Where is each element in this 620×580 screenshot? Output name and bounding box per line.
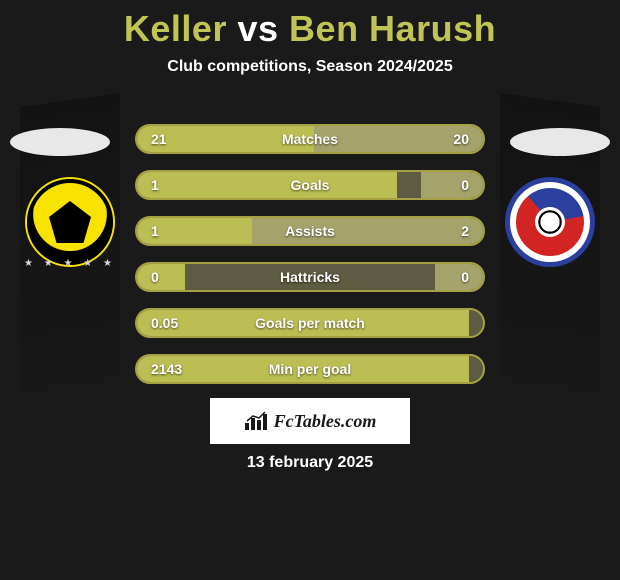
stat-row: 0.05 Goals per match	[135, 308, 485, 338]
stat-value-left: 1	[151, 177, 159, 193]
stat-label: Assists	[285, 223, 335, 239]
stat-value-left: 0.05	[151, 315, 178, 331]
title-player1: Keller	[124, 8, 227, 49]
stat-bar-right	[435, 264, 483, 290]
stat-row: 1 0 Goals	[135, 170, 485, 200]
hapoel-crest-icon	[505, 177, 595, 267]
title: Keller vs Ben Harush	[0, 0, 620, 50]
stat-bar-left	[137, 172, 397, 198]
stat-row: 1 2 Assists	[135, 216, 485, 246]
brand-text: FcTables.com	[274, 411, 377, 432]
club-badge-right	[500, 172, 600, 272]
maccabi-crest-icon	[27, 179, 113, 265]
stat-value-left: 2143	[151, 361, 182, 377]
stat-bar-right	[421, 172, 483, 198]
brand-box[interactable]: FcTables.com	[210, 398, 410, 444]
stat-label: Goals	[291, 177, 330, 193]
stat-value-right: 0	[461, 269, 469, 285]
title-vs: vs	[237, 8, 278, 49]
chart-icon	[244, 411, 268, 431]
stat-value-right: 20	[453, 131, 469, 147]
stat-label: Hattricks	[280, 269, 340, 285]
title-player2: Ben Harush	[289, 8, 496, 49]
date: 13 february 2025	[0, 454, 620, 472]
stat-value-right: 0	[461, 177, 469, 193]
stat-row: 2143 Min per goal	[135, 354, 485, 384]
stat-label: Goals per match	[255, 315, 365, 331]
stat-label: Matches	[282, 131, 338, 147]
stat-value-left: 0	[151, 269, 159, 285]
stat-value-left: 1	[151, 223, 159, 239]
stat-row: 0 0 Hattricks	[135, 262, 485, 292]
stat-value-left: 21	[151, 131, 167, 147]
club-badge-left-stars: ★ ★ ★ ★ ★	[20, 258, 120, 269]
player-ellipse-right	[510, 128, 610, 156]
stats-container: 21 20 Matches 1 0 Goals 1 2 Assists 0 0 Hattricks 0.…	[135, 124, 485, 384]
club-badge-left	[20, 172, 120, 272]
subtitle: Club competitions, Season 2024/2025	[0, 58, 620, 76]
stat-bar-left	[137, 264, 185, 290]
player-ellipse-left	[10, 128, 110, 156]
stat-value-right: 2	[461, 223, 469, 239]
stat-row: 21 20 Matches	[135, 124, 485, 154]
stat-label: Min per goal	[269, 361, 351, 377]
